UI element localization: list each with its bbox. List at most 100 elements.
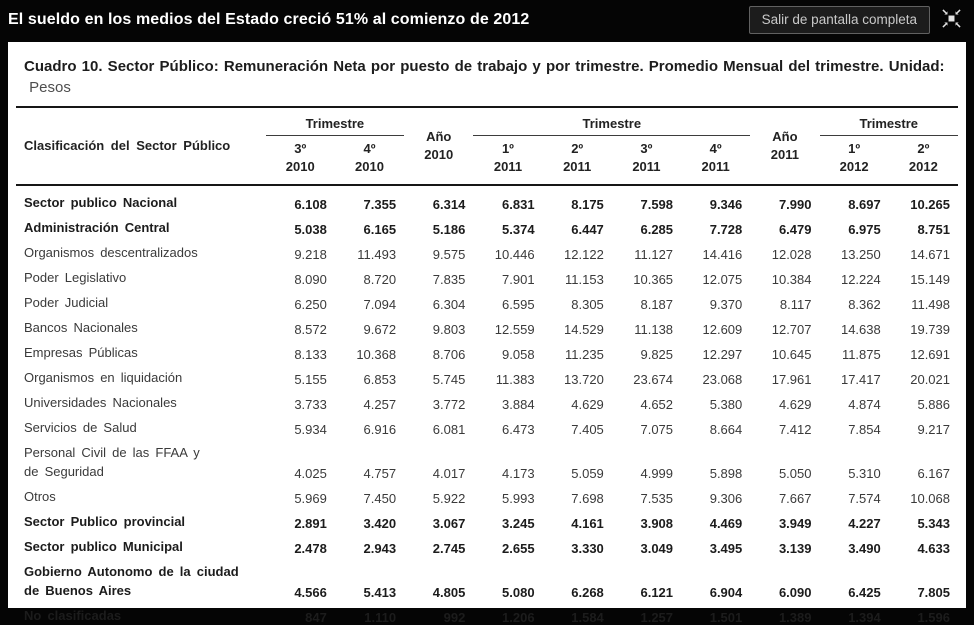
value-cell: 14.416 <box>702 247 743 262</box>
column-header-q4-2011: 4º 2011 <box>701 141 730 174</box>
value-cell: 7.835 <box>432 272 466 287</box>
table-row: Organismos en liquidación 5.155 6.853 5.745… <box>16 366 958 391</box>
value-cell: 11.493 <box>357 247 397 262</box>
exit-fullscreen-icon-button[interactable] <box>939 6 964 34</box>
value-cell: 13.250 <box>840 247 881 262</box>
value-cell: 10.368 <box>356 347 397 362</box>
value-cell: 4.025 <box>294 466 327 481</box>
value-cell: 3.245 <box>502 516 535 531</box>
value-cell: 11.127 <box>634 247 674 262</box>
value-cell: 7.075 <box>640 422 674 437</box>
value-cell: 1.206 <box>502 610 535 625</box>
value-cell: 5.413 <box>363 585 397 600</box>
value-cell: 4.469 <box>709 516 743 531</box>
value-cell: 14.638 <box>840 322 881 337</box>
value-cell: 7.412 <box>778 422 812 437</box>
value-cell: 17.961 <box>771 372 812 387</box>
value-cell: 6.916 <box>363 422 397 437</box>
value-cell: 7.574 <box>848 491 881 506</box>
value-cell: 4.999 <box>640 466 674 481</box>
row-label: Bancos Nacionales <box>24 320 138 335</box>
value-cell: 8.751 <box>917 222 950 237</box>
value-cell: 6.479 <box>778 222 812 237</box>
value-cell: 5.898 <box>709 466 743 481</box>
value-cell: 10.446 <box>494 247 535 262</box>
table-row: Universidades Nacionales 3.733 4.257 3.772 3… <box>16 391 958 416</box>
value-cell: 9.575 <box>432 247 466 262</box>
value-cell: 6.473 <box>502 422 535 437</box>
value-cell: 15.149 <box>910 272 950 287</box>
value-cell: 10.265 <box>910 197 950 212</box>
value-cell: 4.161 <box>571 516 604 531</box>
column-header-q3-2011: 3º 2011 <box>632 141 661 174</box>
document-panel: Cuadro 10. Sector Público: Remuneración … <box>8 42 966 625</box>
value-cell: 23.068 <box>702 372 743 387</box>
value-cell: 6.121 <box>640 585 674 600</box>
table-row: Administración Central 5.038 6.165 5.186 5.3… <box>16 216 958 241</box>
table-row: Sector Publico provincial 2.891 3.420 3.067… <box>16 510 958 535</box>
value-cell: 5.934 <box>294 422 327 437</box>
value-cell: 1.257 <box>640 610 674 625</box>
row-label: Personal Civil de las FFAA y de Seguridad <box>24 445 200 479</box>
value-cell: 14.529 <box>564 322 604 337</box>
value-cell: 9.825 <box>640 347 674 362</box>
value-cell: 6.975 <box>848 222 881 237</box>
value-cell: 3.420 <box>363 516 397 531</box>
value-cell: 7.598 <box>640 197 674 212</box>
value-cell: 11.383 <box>495 372 535 387</box>
value-cell: 6.425 <box>848 585 881 600</box>
value-cell: 6.090 <box>778 585 812 600</box>
value-cell: 3.908 <box>640 516 674 531</box>
table-row: Empresas Públicas 8.133 10.368 8.706 9.058 11… <box>16 341 958 366</box>
value-cell: 6.081 <box>432 422 466 437</box>
value-cell: 10.384 <box>771 272 812 287</box>
value-cell: 8.133 <box>294 347 327 362</box>
table-row: Sector publico Nacional 6.108 7.355 6.314 6.… <box>16 185 958 216</box>
value-cell: 3.490 <box>848 541 881 556</box>
value-cell: 2.655 <box>502 541 535 556</box>
value-cell: 4.566 <box>294 585 327 600</box>
row-label: Sector publico Nacional <box>24 195 178 210</box>
value-cell: 11.138 <box>634 322 674 337</box>
value-cell: 10.068 <box>910 491 950 506</box>
value-cell: 6.304 <box>432 297 466 312</box>
group-header-trimestre-2010: Trimestre <box>265 107 405 136</box>
value-cell: 12.559 <box>494 322 535 337</box>
value-cell: 1.110 <box>364 610 397 625</box>
value-cell: 2.943 <box>363 541 397 556</box>
table-row: Personal Civil de las FFAA y de Seguridad… <box>16 441 958 485</box>
value-cell: 4.757 <box>363 466 397 481</box>
value-cell: 11.498 <box>911 297 950 312</box>
value-cell: 4.633 <box>917 541 950 556</box>
row-label: Universidades Nacionales <box>24 395 177 410</box>
value-cell: 7.535 <box>640 491 674 506</box>
value-cell: 3.330 <box>571 541 604 556</box>
value-cell: 7.854 <box>848 422 881 437</box>
value-cell: 9.346 <box>709 197 743 212</box>
value-cell: 6.108 <box>294 197 327 212</box>
value-cell: 5.745 <box>432 372 466 387</box>
table-row: Gobierno Autonomo de la ciudad de Buenos … <box>16 560 958 604</box>
exit-fullscreen-button[interactable]: Salir de pantalla completa <box>748 6 930 34</box>
group-header-trimestre-2011: Trimestre <box>473 107 751 136</box>
table-row: Poder Legislativo 8.090 8.720 7.835 7.901 11.… <box>16 266 958 291</box>
value-cell: 1.596 <box>917 610 950 625</box>
column-header-q3-2010: 3º 2010 <box>285 141 315 174</box>
value-cell: 5.922 <box>432 491 466 506</box>
value-cell: 8.664 <box>709 422 743 437</box>
value-cell: 7.728 <box>709 222 743 237</box>
value-cell: 6.285 <box>640 222 674 237</box>
value-cell: 7.990 <box>778 197 812 212</box>
value-cell: 3.139 <box>778 541 812 556</box>
row-label: Sector publico Municipal <box>24 539 183 554</box>
value-cell: 8.362 <box>848 297 881 312</box>
column-header-q4-2010: 4º 2010 <box>355 141 384 174</box>
column-header-classification: Clasificación del Sector Público <box>24 138 231 153</box>
value-cell: 1.501 <box>709 610 743 625</box>
value-cell: 7.405 <box>571 422 604 437</box>
value-cell: 10.645 <box>771 347 812 362</box>
salary-table: Clasificación del Sector Público Trimest… <box>16 106 958 625</box>
value-cell: 7.450 <box>363 491 397 506</box>
table-header: Clasificación del Sector Público Trimest… <box>16 107 958 185</box>
value-cell: 9.218 <box>294 247 327 262</box>
